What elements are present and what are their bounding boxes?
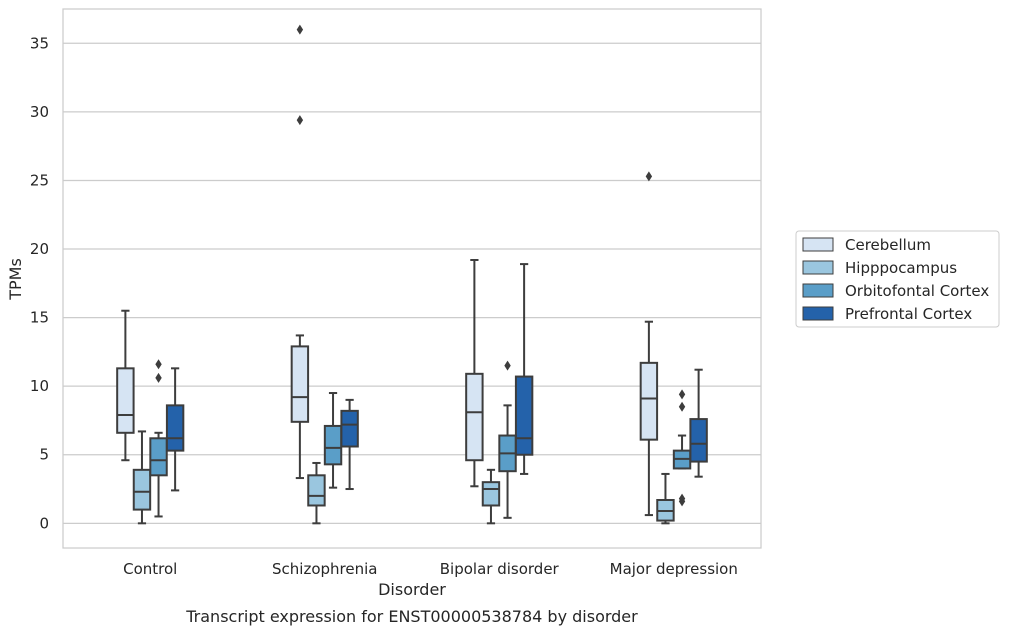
box-hipppocampus: [656, 472, 675, 525]
legend-swatch: [802, 283, 834, 298]
box-iqr: [514, 375, 534, 456]
y-axis-title: TPMs: [6, 258, 25, 301]
box-cerebellum: [465, 258, 484, 488]
outlier-point: [504, 360, 511, 371]
box-hipppocampus: [132, 430, 152, 525]
legend: Cerebellum Hipppocampus Orbitofontal Corte…: [795, 230, 1000, 328]
box-iqr: [689, 418, 708, 463]
outlier-point: [155, 359, 162, 370]
legend-label: Hipppocampus: [845, 259, 957, 277]
x-axis-title: Disorder: [378, 580, 446, 599]
box-cerebellum: [116, 309, 135, 462]
y-tick-label: 25: [30, 171, 49, 189]
box-iqr: [323, 424, 343, 466]
legend-label: Orbitofontal Cortex: [845, 282, 989, 300]
box-iqr: [340, 409, 359, 448]
box-iqr: [132, 468, 152, 511]
box-orbitofontal-cortex: [149, 359, 168, 518]
plot-background: [63, 9, 761, 548]
box-iqr: [307, 474, 326, 507]
boxes-layer: [116, 24, 708, 525]
box-iqr: [165, 404, 185, 452]
legend-swatch: [802, 237, 834, 252]
box-iqr: [481, 481, 501, 507]
x-tick-label: Schizophrenia: [272, 560, 377, 578]
y-tick-label: 10: [30, 377, 49, 395]
y-tick-label: 15: [30, 309, 49, 327]
box-iqr: [465, 372, 484, 462]
y-tick-label: 20: [30, 240, 49, 258]
y-tick-label: 0: [39, 514, 49, 532]
x-tick-label: Bipolar disorder: [440, 560, 560, 578]
box-prefrontal-cortex: [689, 368, 708, 478]
box-cerebellum: [290, 24, 310, 480]
outlier-point: [155, 372, 162, 383]
box-prefrontal-cortex: [165, 367, 185, 492]
box-hipppocampus: [307, 461, 326, 525]
y-tick-labels: 0 5 10 15 20 25 30 35: [30, 34, 49, 532]
box-cerebellum: [639, 171, 659, 517]
outlier-point: [678, 401, 686, 412]
legend-frame: [795, 230, 1000, 328]
outlier-point: [678, 389, 686, 400]
box-orbitofontal-cortex: [323, 392, 343, 489]
x-tick-label: Control: [123, 560, 177, 578]
y-tick-label: 30: [30, 103, 49, 121]
box-prefrontal-cortex: [340, 398, 359, 491]
box-iqr: [116, 367, 135, 434]
outlier-point: [296, 24, 304, 35]
outlier-point: [296, 115, 304, 126]
x-tick-label: Major depression: [610, 560, 738, 578]
box-prefrontal-cortex: [514, 263, 534, 475]
box-iqr: [639, 361, 659, 441]
y-tick-label: 5: [39, 446, 49, 464]
figure-caption: Transcript expression for ENST0000053878…: [185, 607, 638, 626]
box-hipppocampus: [481, 468, 501, 525]
legend-swatch: [802, 260, 834, 275]
outlier-point: [645, 171, 653, 182]
x-tick-labels: Control Schizophrenia Bipolar disorder Majo…: [123, 560, 738, 578]
box-orbitofontal-cortex: [498, 360, 517, 519]
plot-frame: [62, 8, 762, 549]
outlier-point: [678, 493, 686, 504]
grid-lines: [63, 42, 761, 524]
box-iqr: [149, 437, 168, 477]
legend-label: Cerebellum: [845, 236, 931, 254]
legend-swatch: [802, 306, 834, 321]
y-tick-label: 35: [30, 34, 49, 52]
legend-label: Prefrontal Cortex: [845, 305, 972, 323]
box-iqr: [290, 345, 310, 423]
